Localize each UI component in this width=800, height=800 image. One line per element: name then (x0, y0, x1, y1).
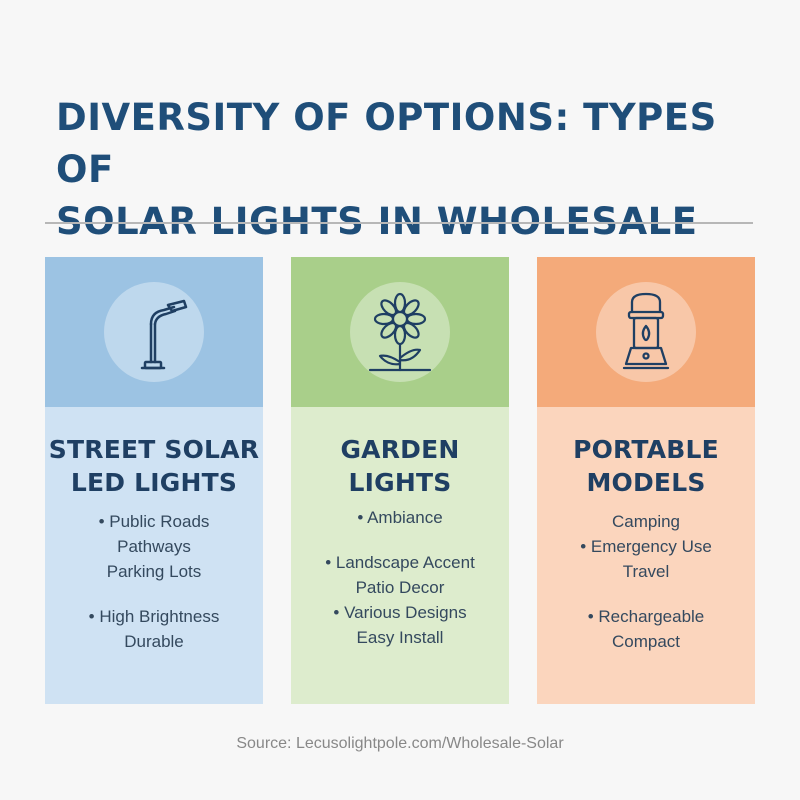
list-item: • Rechargeable (587, 607, 705, 626)
flower-icon (350, 282, 450, 382)
title-line-1: DIVERSITY OF OPTIONS: TYPES OF (56, 96, 717, 191)
title-divider (45, 222, 753, 224)
source-caption: Source: Lecusolightpole.com/Wholesale-So… (236, 735, 564, 752)
card-portable-title-line-2: MODELS (586, 468, 706, 497)
list-item: • High Brightness (88, 607, 220, 626)
list-item: Durable (124, 632, 184, 651)
card-garden-body: GARDEN LIGHTS • Ambiance • Landscape Acc… (291, 407, 509, 704)
card-garden-title: GARDEN LIGHTS (291, 407, 509, 499)
card-portable-body: PORTABLE MODELS Camping • Emergency Use … (537, 407, 755, 704)
card-garden-items: • Ambiance • Landscape Accent Patio Deco… (291, 505, 509, 650)
list-item: Camping (611, 512, 681, 531)
card-garden-title-line-1: GARDEN (340, 435, 460, 464)
card-street-body: STREET SOLAR LED LIGHTS • Public Roads P… (45, 407, 263, 704)
list-item: Easy Install (356, 628, 444, 647)
list-item: Patio Decor (355, 578, 445, 597)
card-street-title: STREET SOLAR LED LIGHTS (45, 407, 263, 499)
title-line-2: SOLAR LIGHTS IN WHOLESALE (56, 200, 698, 243)
page-title: DIVERSITY OF OPTIONS: TYPES OF SOLAR LIG… (56, 92, 756, 248)
card-garden-header (291, 257, 509, 407)
list-item: Travel (622, 562, 670, 581)
card-portable-header (537, 257, 755, 407)
card-garden-lights: GARDEN LIGHTS • Ambiance • Landscape Acc… (291, 257, 509, 704)
list-item: Compact (611, 632, 681, 651)
list-item: Pathways (117, 537, 191, 556)
card-portable-models: PORTABLE MODELS Camping • Emergency Use … (537, 257, 755, 704)
card-street-title-line-2: LED LIGHTS (70, 468, 238, 497)
list-item: • Landscape Accent (325, 553, 475, 572)
list-item: • Ambiance (357, 508, 443, 527)
list-item: • Public Roads (98, 512, 210, 531)
card-portable-title-line-1: PORTABLE (573, 435, 719, 464)
card-garden-title-line-2: LIGHTS (348, 468, 452, 497)
card-street-items: • Public Roads Pathways Parking Lots • H… (45, 509, 263, 654)
card-street-header (45, 257, 263, 407)
street-lamp-icon (104, 282, 204, 382)
card-street-title-line-1: STREET SOLAR (48, 435, 260, 464)
card-portable-title: PORTABLE MODELS (537, 407, 755, 499)
lantern-icon (596, 282, 696, 382)
card-portable-items: Camping • Emergency Use Travel • Recharg… (537, 509, 755, 654)
list-item: • Various Designs (333, 603, 467, 622)
list-item: Parking Lots (106, 562, 202, 581)
card-street-solar: STREET SOLAR LED LIGHTS • Public Roads P… (45, 257, 263, 704)
list-item: • Emergency Use (580, 537, 712, 556)
